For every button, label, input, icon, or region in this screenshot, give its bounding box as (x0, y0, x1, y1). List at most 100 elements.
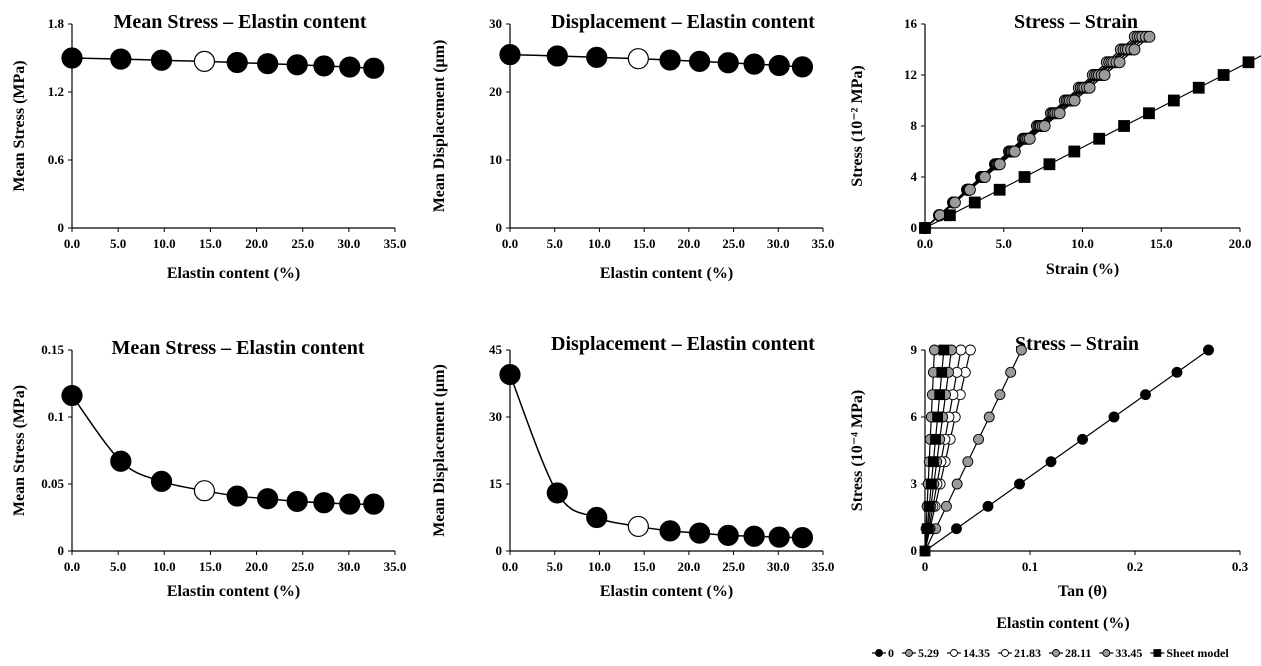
p3-data-point (1167, 94, 1180, 107)
p3-data-point (963, 183, 976, 196)
p6-x-tick-label: 0 (922, 559, 929, 574)
p3-data-point (919, 222, 931, 234)
p1-x-tick-label: 5.0 (110, 236, 126, 251)
p2-data-point (499, 43, 521, 66)
p6-data-point (940, 500, 952, 512)
p6-data-point (934, 389, 946, 401)
p6-series-line (924, 349, 953, 552)
p5-data-point (546, 482, 568, 504)
p6-data-point (930, 433, 941, 445)
p1-x-label: Elastin content (%) (167, 265, 300, 282)
p1-x-tick-label: 35.0 (384, 236, 407, 251)
p6-data-point (936, 366, 948, 378)
legend-data-point (1102, 649, 1111, 657)
p4-series-line (71, 395, 374, 505)
p4-data-point (110, 450, 132, 472)
p1-panel: 0.0 5.0 10.0 15.0 20.0 25.0 30.0 35.0 0 0.6 1.2 1.8… (11, 11, 406, 282)
p5-data-point (717, 524, 739, 546)
p1-y-label: Mean Stress (MPa) (11, 60, 28, 191)
p6-data-point (964, 344, 976, 356)
p6-data-point (923, 500, 935, 512)
p6-data-point (951, 478, 963, 490)
p3-data-point (1128, 43, 1141, 56)
legend-item: 21.83 (998, 646, 1041, 660)
p3-data-point (978, 171, 991, 183)
p1-data-point (286, 54, 308, 76)
p6-y-label: Stress (10⁻⁴ MPa) (849, 390, 866, 511)
p5-y-label: Mean Displacement (μm) (431, 364, 448, 537)
p3-x-tick-label: 10.0 (1071, 236, 1094, 251)
p3-data-point (1023, 132, 1036, 145)
p3-panel: 0.0 5.0 10.0 15.0 20.0 0 4 8 12 16 Stress – Strain… (849, 11, 1261, 278)
p6-series-line (924, 349, 971, 552)
p2-data-point (688, 50, 711, 73)
legend-data-point (1153, 649, 1162, 657)
p1-data-point (257, 53, 279, 75)
p3-data-point (968, 196, 981, 209)
p2-y-tick-label: 10 (489, 152, 502, 167)
p3-y-tick-label: 12 (904, 67, 917, 82)
p5-series-line (509, 374, 803, 539)
p1-data-point (61, 47, 83, 69)
p6-data-point (919, 545, 931, 557)
p4-title: Mean Stress – Elastin content (112, 337, 365, 359)
p3-data-point (1043, 158, 1056, 171)
p5-x-tick-label: 25.0 (722, 559, 745, 574)
p2-data-point (717, 52, 739, 74)
p6-title: Stress – Strain (1015, 333, 1139, 355)
legend-data-point (875, 649, 883, 657)
p1-x-tick-label: 25.0 (291, 236, 314, 251)
p2-data-point (791, 56, 814, 78)
p6-series-line (924, 349, 962, 552)
p2-panel: 0.0 5.0 10.0 15.0 20.0 25.0 30.0 35.0 0 10 20 30 Dis… (431, 11, 834, 282)
p5-data-point (743, 525, 765, 547)
p6-series-line (924, 349, 945, 552)
p4-y-tick-label: 0.05 (41, 476, 64, 491)
p6-data-point (1015, 344, 1027, 356)
p3-data-point (1217, 69, 1230, 81)
p3-data-point (993, 158, 1006, 171)
p6-y-tick-label: 0 (911, 543, 918, 558)
p3-y-tick-label: 4 (911, 169, 918, 184)
p5-data-point (627, 515, 649, 538)
p5-x-label: Elastin content (%) (600, 583, 733, 600)
p5-panel: 0.0 5.0 10.0 15.0 20.0 25.0 30.0 35.0 0 15 30 45 Dis… (431, 333, 834, 600)
legend-label: 5.29 (918, 646, 939, 660)
p4-y-tick-label: 0.1 (48, 409, 64, 424)
legend-item: 14.35 (947, 646, 990, 660)
p6-data-point (973, 433, 984, 445)
p2-y-tick-label: 0 (496, 220, 503, 235)
p1-y-tick-label: 0.6 (48, 152, 65, 167)
p3-y-tick-label: 8 (911, 118, 918, 133)
p3-data-point (1098, 69, 1111, 81)
p6-panel: 0 0.1 0.2 0.3 0 3 6 9 Stress – Strain Tan (θ) Stre… (849, 333, 1249, 600)
p1-x-tick-label: 0.0 (64, 236, 80, 251)
legend-label: 14.35 (963, 646, 990, 660)
p6-data-point (982, 500, 994, 512)
p4-x-tick-label: 5.0 (110, 559, 126, 574)
legend-item: 28.11 (1049, 646, 1091, 660)
p4-y-label: Mean Stress (MPa) (11, 385, 28, 516)
p2-x-label: Elastin content (%) (600, 265, 733, 282)
legend-label: 0 (888, 646, 894, 660)
p2-x-tick-label: 5.0 (547, 236, 563, 251)
p6-data-point (929, 344, 940, 356)
p2-x-tick-label: 20.0 (677, 236, 700, 251)
p6-series-line (924, 349, 1209, 552)
p2-x-tick-label: 0.0 (502, 236, 518, 251)
p5-data-point (688, 522, 711, 544)
p1-y-tick-label: 1.2 (48, 84, 64, 99)
legend-data-point (1001, 649, 1009, 657)
p1-data-point (363, 57, 385, 79)
p4-data-point (286, 490, 308, 513)
p2-y-tick-label: 20 (489, 84, 502, 99)
p5-data-point (586, 506, 608, 529)
p6-y-tick-label: 6 (911, 409, 918, 424)
p6-x-tick-label: 0.3 (1232, 559, 1249, 574)
p3-data-point (1192, 81, 1205, 94)
p6-data-point (994, 389, 1006, 401)
panels: 0.0 5.0 10.0 15.0 20.0 25.0 30.0 35.000.61.21.8… (11, 11, 1261, 600)
p6-data-point (925, 478, 937, 490)
p4-y-tick-label: 0 (58, 543, 65, 558)
p6-data-point (938, 344, 950, 356)
